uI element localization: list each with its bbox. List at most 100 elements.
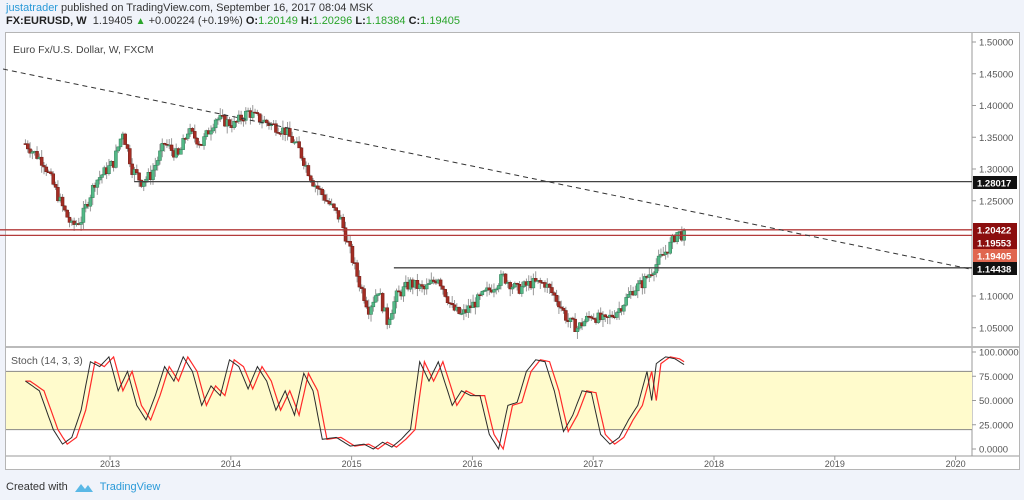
candle-up — [675, 232, 679, 242]
price-tick-label: 1.05000 — [979, 323, 1013, 334]
candle-up — [209, 130, 213, 135]
price-label-box — [973, 223, 1017, 236]
candle-down — [322, 194, 327, 201]
price-tick-label: 1.30000 — [979, 165, 1013, 176]
candle-down — [661, 254, 666, 256]
candle-up — [211, 127, 216, 132]
candle-up — [575, 327, 580, 332]
candle-down — [315, 185, 320, 189]
candle-down — [355, 262, 359, 277]
candle-up — [88, 197, 93, 207]
candle-up — [601, 314, 605, 320]
candle-up — [144, 178, 148, 183]
candle-down — [478, 294, 482, 296]
candle-down — [571, 317, 575, 320]
candle-down — [128, 148, 132, 165]
candle-down — [357, 276, 362, 288]
candle-down — [169, 144, 174, 151]
candle-up — [202, 136, 206, 146]
stoch-tick-label: 75.0000 — [979, 372, 1013, 383]
tradingview-link[interactable]: TradingView — [99, 481, 161, 493]
open-value: 1.20149 — [258, 15, 298, 27]
candle-up — [654, 264, 659, 274]
candle-up — [647, 274, 652, 278]
candle-down — [547, 283, 552, 288]
candle-up — [114, 150, 118, 168]
candle-up — [392, 301, 396, 314]
candle-down — [67, 216, 72, 223]
last-price: 1.19405 — [92, 15, 133, 27]
candle-up — [369, 306, 373, 315]
candle-down — [299, 147, 304, 159]
candle-down — [445, 296, 450, 303]
candle-down — [162, 143, 167, 145]
close-label: C: — [408, 15, 421, 27]
candle-up — [633, 290, 638, 296]
published-text: published on TradingView.com, September … — [61, 2, 374, 14]
low-value: 1.18384 — [365, 15, 406, 27]
candle-up — [656, 255, 661, 265]
candle-up — [95, 179, 100, 188]
candle-down — [306, 165, 311, 177]
candle-up — [97, 177, 102, 181]
candle-up — [401, 286, 406, 297]
candle-down — [450, 303, 454, 306]
candle-up — [155, 160, 160, 166]
candle-down — [195, 137, 199, 145]
candle-up — [615, 312, 619, 318]
candle-down — [561, 307, 566, 311]
candle-up — [513, 283, 517, 288]
price-change: +0.00224 (+0.19%) — [148, 15, 243, 27]
candle-down — [183, 138, 188, 140]
candle-up — [466, 305, 471, 313]
candle-up — [90, 185, 95, 198]
candle-up — [181, 138, 185, 150]
candle-down — [255, 112, 260, 115]
candle-down — [72, 220, 76, 225]
candle-up — [160, 143, 165, 152]
candle-up — [244, 110, 248, 121]
candle-down — [397, 290, 401, 293]
price-label-text: 1.19405 — [977, 252, 1012, 263]
candle-up — [480, 290, 485, 296]
stoch-title: Stoch (14, 3, 3) — [11, 355, 83, 367]
candle-down — [554, 294, 559, 302]
price-label-box — [973, 176, 1017, 189]
price-label-box — [973, 262, 1017, 275]
candle-up — [417, 284, 422, 289]
candle-down — [359, 286, 364, 289]
candle-up — [151, 169, 155, 180]
candle-up — [475, 294, 480, 308]
candle-down — [276, 132, 281, 134]
candle-up — [179, 149, 183, 155]
candle-up — [459, 313, 464, 315]
stoch-tick-label: 50.0000 — [979, 396, 1013, 407]
candle-down — [35, 151, 39, 159]
candle-down — [350, 245, 355, 263]
candle-down — [227, 119, 232, 126]
candle-down — [515, 283, 519, 285]
candle-up — [494, 288, 499, 291]
candle-down — [348, 241, 352, 247]
candle-up — [81, 207, 86, 223]
candle-up — [218, 115, 223, 120]
author-link[interactable]: justatrader — [6, 2, 58, 14]
candle-down — [26, 143, 30, 150]
candle-up — [376, 293, 380, 296]
candle-down — [190, 128, 195, 132]
publish-line: justatrader published on TradingView.com… — [6, 2, 1018, 15]
candle-up — [387, 319, 392, 325]
candle-down — [308, 175, 313, 181]
candle-down — [334, 207, 338, 211]
price-label-box — [973, 249, 1017, 262]
stoch-d-line — [25, 355, 685, 451]
candle-down — [311, 180, 315, 187]
stoch-tick-label: 0.0000 — [979, 445, 1008, 456]
candle-up — [652, 272, 656, 275]
stoch-tick-label: 100.0000 — [979, 348, 1019, 359]
candle-down — [362, 288, 366, 301]
candle-down — [591, 317, 596, 320]
candle-down — [264, 119, 269, 124]
footer: Created with TradingView — [6, 479, 160, 495]
